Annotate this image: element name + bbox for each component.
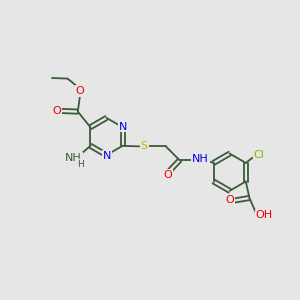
Text: O: O (225, 195, 234, 206)
Text: O: O (52, 106, 61, 116)
Text: OH: OH (256, 210, 273, 220)
Text: N: N (103, 151, 111, 161)
Text: Cl: Cl (254, 150, 265, 160)
Text: N: N (119, 122, 128, 132)
Text: S: S (141, 141, 148, 152)
Text: O: O (164, 169, 172, 180)
Text: NH: NH (65, 153, 82, 163)
Text: NH: NH (192, 154, 209, 164)
Text: H: H (77, 160, 84, 169)
Text: O: O (76, 86, 85, 96)
